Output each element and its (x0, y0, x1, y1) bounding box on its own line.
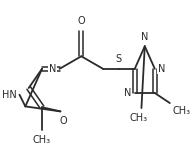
Text: S: S (116, 54, 122, 64)
Text: CH₃: CH₃ (129, 113, 147, 123)
Text: CH₃: CH₃ (33, 135, 51, 145)
Text: N: N (141, 32, 148, 42)
Text: N: N (158, 64, 165, 74)
Text: N: N (49, 64, 56, 74)
Text: N: N (124, 88, 132, 98)
Text: O: O (59, 116, 67, 126)
Text: HN: HN (2, 90, 16, 100)
Text: CH₃: CH₃ (172, 106, 190, 116)
Text: O: O (77, 16, 85, 26)
